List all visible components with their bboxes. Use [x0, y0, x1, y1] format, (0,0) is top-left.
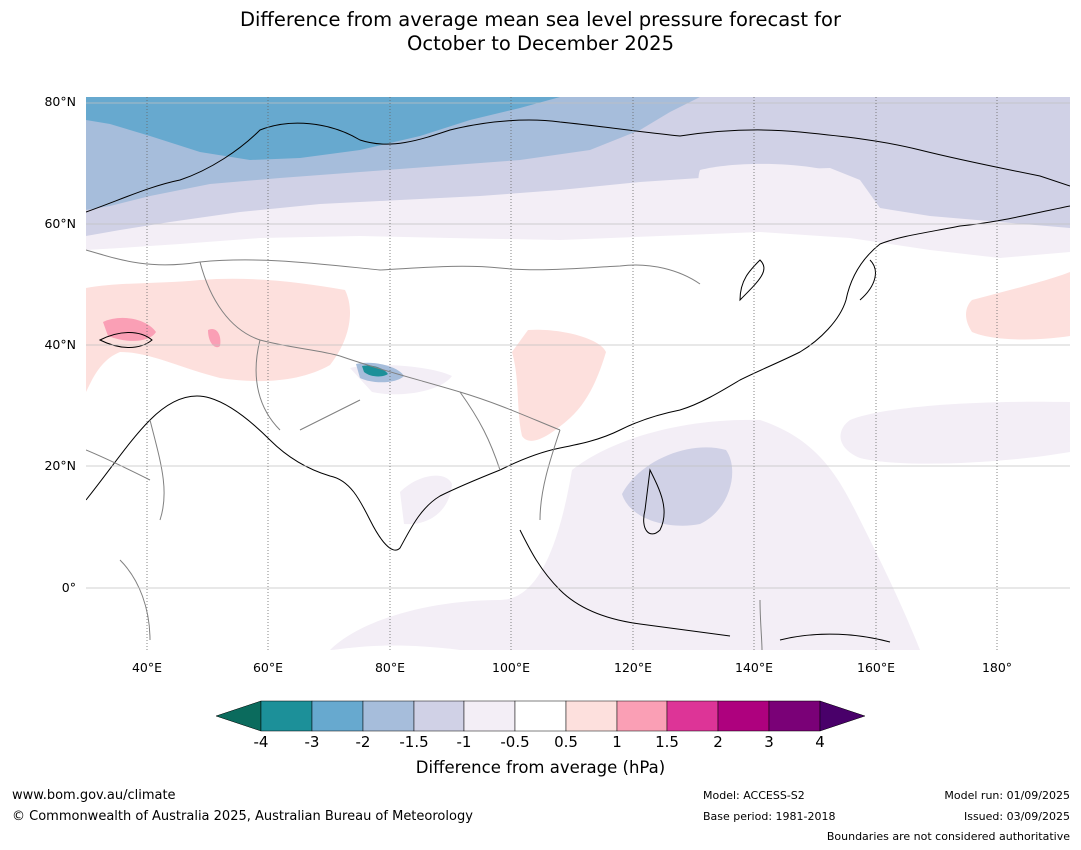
- colorbar-tick-8: 1: [612, 733, 622, 751]
- lon-label-80e: 80°E: [374, 660, 406, 675]
- anomaly-minus-one-philippines: [622, 447, 733, 526]
- title-line-2: October to December 2025: [407, 32, 674, 55]
- footer-copyright: © Commonwealth of Australia 2025, Austra…: [12, 809, 473, 824]
- colorbar-tick-11: 3: [764, 733, 774, 751]
- colorbar-tick-7: 0.5: [554, 733, 578, 751]
- colorbar-tick-4: -1.5: [399, 733, 429, 751]
- footer-boundaries-note: Boundaries are not considered authoritat…: [826, 830, 1070, 843]
- map-plot-area: [86, 97, 1070, 650]
- chart-title: Difference from average mean sea level p…: [0, 8, 1081, 56]
- footer-model-run: Model run: 01/09/2025: [944, 789, 1070, 802]
- colorbar-label: Difference from average (hPa): [415, 758, 666, 777]
- lon-label-160e: 160°E: [856, 660, 896, 675]
- colorbar-tick-3: -2: [355, 733, 371, 751]
- lon-label-120e: 120°E: [613, 660, 653, 675]
- colorbar-tick-1: -4: [253, 733, 269, 751]
- lat-label-0: 0°: [61, 580, 76, 595]
- lon-label-40e: 40°E: [131, 660, 163, 675]
- anomaly-minus-three-himalaya: [362, 365, 388, 377]
- colorbar-tick-10: 2: [713, 733, 723, 751]
- anomaly-plus-half-china: [512, 329, 606, 441]
- coastlines: [86, 119, 1070, 643]
- footer-model: Model: ACCESS-S2: [703, 789, 805, 802]
- lat-label-40: 40°N: [44, 337, 76, 352]
- colorbar-tick-9: 1.5: [655, 733, 679, 751]
- colorbar-tick-6: -0.5: [500, 733, 530, 751]
- footer-issued: Issued: 03/09/2025: [963, 810, 1070, 823]
- colorbar-tick-5: -1: [456, 733, 472, 751]
- footer-url[interactable]: www.bom.gov.au/climate: [12, 788, 176, 803]
- anomaly-minus-half-arctic-east: [698, 163, 853, 214]
- lon-label-140e: 140°E: [734, 660, 774, 675]
- lat-label-20: 20°N: [44, 458, 76, 473]
- lat-label-60: 60°N: [44, 216, 76, 231]
- anomaly-minus-half-pacific: [330, 419, 920, 650]
- anomaly-plus-half-pacific: [966, 272, 1070, 340]
- anomaly-minus-half-north-pacific: [840, 401, 1070, 464]
- graticule: [86, 97, 1070, 650]
- anomaly-plus-one-aral: [208, 328, 221, 348]
- country-borders: [86, 249, 763, 650]
- anomaly-minus-two: [86, 97, 560, 160]
- lon-label-60e: 60°E: [252, 660, 284, 675]
- lon-label-100e: 100°E: [491, 660, 531, 675]
- footer-base-period: Base period: 1981-2018: [703, 810, 836, 823]
- title-line-1: Difference from average mean sea level p…: [240, 8, 841, 31]
- anomaly-minus-half-bay-of-bengal: [400, 475, 452, 525]
- lat-label-80: 80°N: [44, 94, 76, 109]
- colorbar-tick-2: -3: [304, 733, 320, 751]
- lon-label-180: 180°: [981, 660, 1013, 675]
- colorbar-tick-12: 4: [815, 733, 825, 751]
